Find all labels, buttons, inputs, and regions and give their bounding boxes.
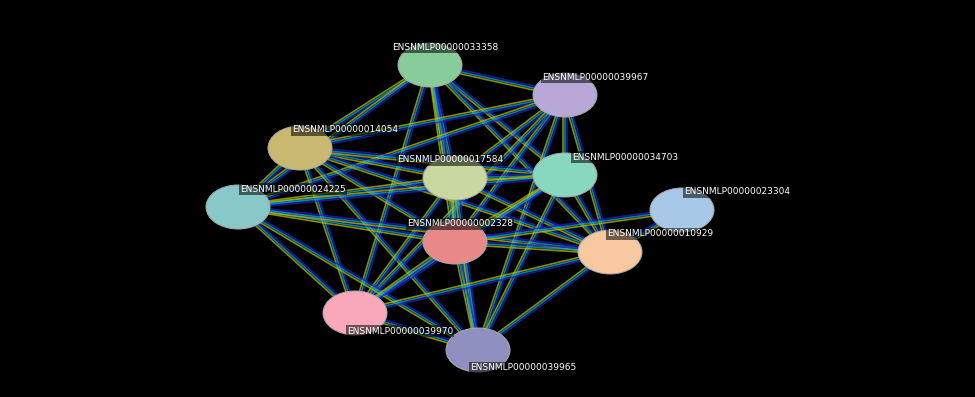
Text: ENSNMLP00000039970: ENSNMLP00000039970 [347,326,453,335]
Text: ENSNMLP00000014054: ENSNMLP00000014054 [292,125,398,135]
Ellipse shape [533,153,597,197]
Ellipse shape [533,73,597,117]
Ellipse shape [398,43,462,87]
Text: ENSNMLP00000002328: ENSNMLP00000002328 [407,220,513,229]
Text: ENSNMLP00000010929: ENSNMLP00000010929 [606,229,713,239]
Text: ENSNMLP00000024225: ENSNMLP00000024225 [240,185,346,193]
Text: ENSNMLP00000039967: ENSNMLP00000039967 [542,73,648,81]
Ellipse shape [423,220,487,264]
Text: ENSNMLP00000033358: ENSNMLP00000033358 [392,42,498,52]
Text: ENSNMLP00000017584: ENSNMLP00000017584 [397,156,503,164]
Text: ENSNMLP00000039965: ENSNMLP00000039965 [470,364,576,372]
Ellipse shape [578,230,642,274]
Text: ENSNMLP00000034703: ENSNMLP00000034703 [572,152,678,162]
Ellipse shape [423,156,487,200]
Ellipse shape [650,188,714,232]
Text: ENSNMLP00000023304: ENSNMLP00000023304 [684,187,790,197]
Ellipse shape [268,126,332,170]
Ellipse shape [323,291,387,335]
Ellipse shape [446,328,510,372]
Ellipse shape [206,185,270,229]
